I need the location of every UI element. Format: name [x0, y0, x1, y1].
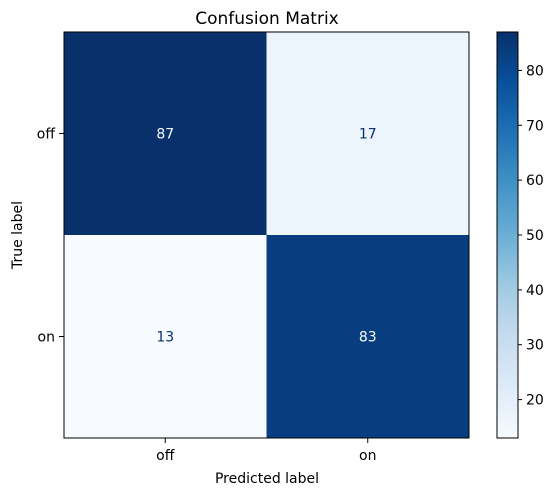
cell-value-label: 83	[359, 330, 377, 346]
colorbar-tick-label: 40	[526, 283, 544, 299]
heatmap-cell-on-on	[266, 235, 469, 438]
x-tick-label: on	[359, 448, 376, 464]
plot-frame	[63, 31, 470, 439]
heatmap-cell-on-off	[64, 235, 267, 438]
colorbar-tick-label: 30	[526, 338, 544, 354]
y-axis-ticks: off on	[37, 127, 64, 346]
colorbar-ticks: 20 30 40 50 60 70 80	[518, 63, 544, 409]
y-axis-label: True label	[10, 201, 26, 270]
x-axis-label: Predicted label	[215, 471, 319, 487]
colorbar-tick-label: 20	[526, 393, 544, 409]
cell-value-label: 87	[156, 127, 174, 143]
chart-title: Confusion Matrix	[195, 9, 339, 29]
heatmap-cell-labels: 87 17 13 83	[156, 127, 376, 346]
cell-value-label: 17	[359, 127, 377, 143]
colorbar-tick-label: 80	[526, 63, 544, 79]
y-tick-label: on	[38, 330, 55, 346]
heatmap-cells	[64, 32, 469, 438]
cell-value-label: 13	[156, 330, 174, 346]
y-tick-label: off	[37, 127, 56, 143]
colorbar-gradient	[496, 31, 519, 439]
x-tick-label: off	[156, 448, 175, 464]
colorbar-tick-label: 60	[526, 173, 544, 189]
heatmap-cell-off-on	[266, 32, 469, 235]
colorbar: 20 30 40 50 60 70 80	[496, 31, 544, 439]
colorbar-tick-label: 70	[526, 118, 544, 134]
heatmap-cell-off-off	[64, 32, 267, 235]
colorbar-tick-label: 50	[526, 228, 544, 244]
x-axis-ticks: off on	[156, 438, 376, 464]
